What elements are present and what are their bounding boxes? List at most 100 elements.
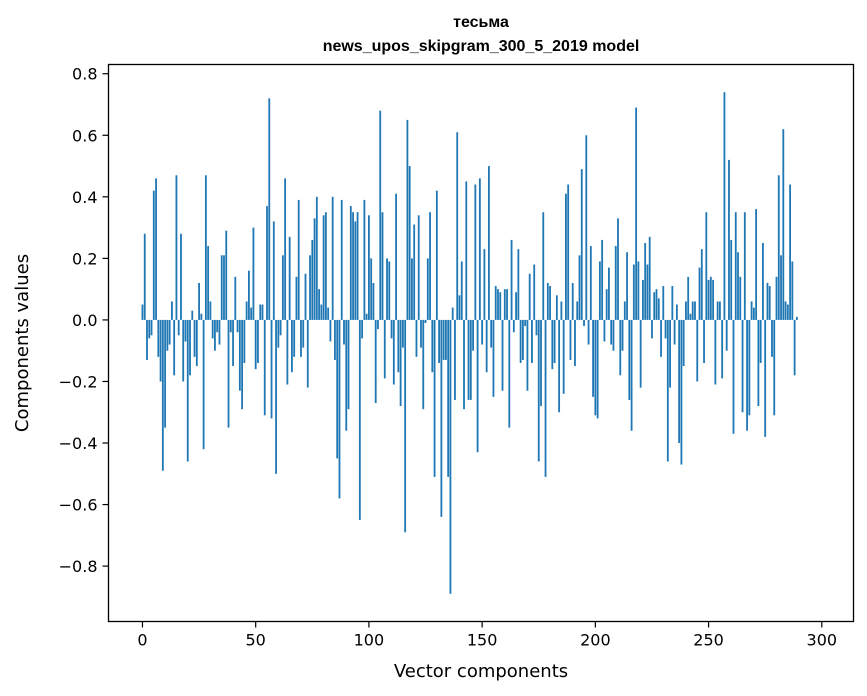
bar [524, 319, 527, 327]
bar [268, 98, 271, 320]
bar [225, 230, 228, 320]
bar [707, 279, 710, 320]
bar [300, 319, 302, 357]
bar [503, 289, 506, 320]
bar [718, 301, 721, 320]
bar [159, 319, 162, 382]
bar [286, 319, 289, 385]
bar [234, 276, 237, 320]
y-tick-label: −0.8 [59, 557, 98, 576]
bar [232, 319, 234, 367]
bar [175, 175, 178, 320]
bar [245, 301, 248, 320]
bar [202, 319, 205, 450]
bar [748, 319, 751, 416]
bar [161, 319, 164, 471]
bar [614, 246, 617, 320]
bar [784, 301, 787, 320]
bar [411, 258, 413, 320]
bar [612, 319, 615, 351]
bar [356, 212, 359, 320]
bar [632, 264, 635, 320]
bar [694, 301, 696, 320]
bar [481, 319, 484, 345]
bar [540, 319, 542, 407]
bar [324, 212, 327, 320]
y-tick-label: 0.4 [72, 188, 97, 207]
bar [705, 212, 708, 320]
bar [472, 319, 474, 351]
bar [334, 319, 336, 360]
bar [214, 319, 216, 351]
bar [223, 255, 225, 320]
bar [467, 319, 470, 400]
bar [261, 304, 264, 320]
bar [628, 319, 631, 400]
y-tick-label: −0.4 [59, 434, 98, 453]
bar [782, 129, 785, 320]
bar [510, 239, 513, 320]
x-tick-label: 200 [580, 631, 611, 650]
bar [180, 233, 182, 320]
bar [177, 319, 180, 336]
bar [517, 249, 520, 320]
bar [254, 319, 257, 370]
bar [714, 319, 717, 385]
bar [490, 319, 493, 348]
bar [759, 319, 762, 363]
bar [712, 279, 715, 320]
bar [238, 319, 241, 391]
bar [700, 249, 703, 320]
bar [259, 304, 262, 320]
bar [793, 319, 796, 376]
bar [343, 319, 345, 345]
bar [791, 261, 794, 320]
bar [435, 190, 438, 320]
bar [746, 319, 748, 431]
bar [660, 319, 662, 357]
bar [173, 319, 176, 376]
bar [152, 190, 155, 320]
bar [352, 212, 354, 320]
bar [440, 319, 443, 517]
bar [743, 212, 746, 320]
bar [340, 199, 343, 320]
bar [143, 233, 146, 320]
bar [279, 319, 282, 336]
bar [675, 304, 678, 320]
bar [189, 319, 191, 376]
bar [775, 276, 778, 320]
bar [531, 319, 533, 363]
bar [565, 193, 567, 320]
bar [157, 319, 160, 357]
y-tick-label: 0.2 [72, 249, 97, 268]
y-tick-label: 0.8 [72, 65, 97, 84]
bar [725, 319, 728, 351]
y-tick-label: 0.6 [72, 126, 97, 145]
bar [155, 178, 157, 320]
bar [737, 252, 739, 320]
bar [635, 107, 638, 320]
bar [345, 319, 348, 431]
bar [227, 319, 230, 428]
bar [404, 319, 407, 533]
bar [664, 319, 667, 339]
bar [786, 304, 789, 320]
bar [716, 301, 719, 320]
bar [193, 319, 196, 357]
x-axis-label: Vector components [394, 661, 568, 682]
bar [501, 319, 504, 391]
bar [288, 236, 291, 320]
bar [463, 319, 465, 410]
bar [553, 319, 556, 363]
bar [338, 319, 341, 499]
bar [247, 270, 250, 320]
bar [750, 301, 753, 320]
bar [415, 319, 418, 357]
bar [689, 313, 692, 320]
bar [311, 239, 314, 320]
bar [386, 258, 388, 320]
bar [574, 319, 576, 367]
bar [589, 246, 592, 320]
bar [420, 319, 422, 348]
